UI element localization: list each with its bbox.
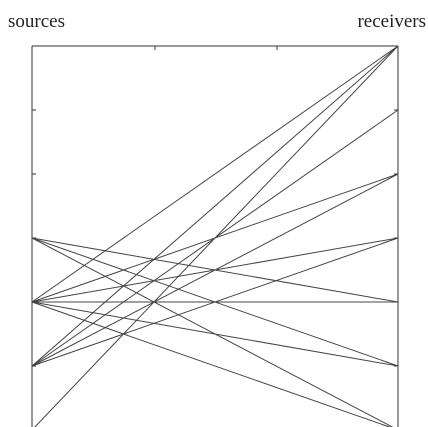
receivers-label: receivers — [357, 11, 426, 32]
ray-line — [31, 237, 394, 427]
ray-line — [31, 301, 391, 427]
sources-label: sources — [8, 11, 65, 32]
ray-line — [34, 45, 399, 427]
ray-line — [31, 45, 399, 367]
ray-line — [31, 301, 399, 367]
ray-line — [31, 45, 399, 303]
ray-line — [31, 173, 399, 367]
ray-line — [31, 237, 399, 367]
rays-group — [31, 45, 399, 427]
